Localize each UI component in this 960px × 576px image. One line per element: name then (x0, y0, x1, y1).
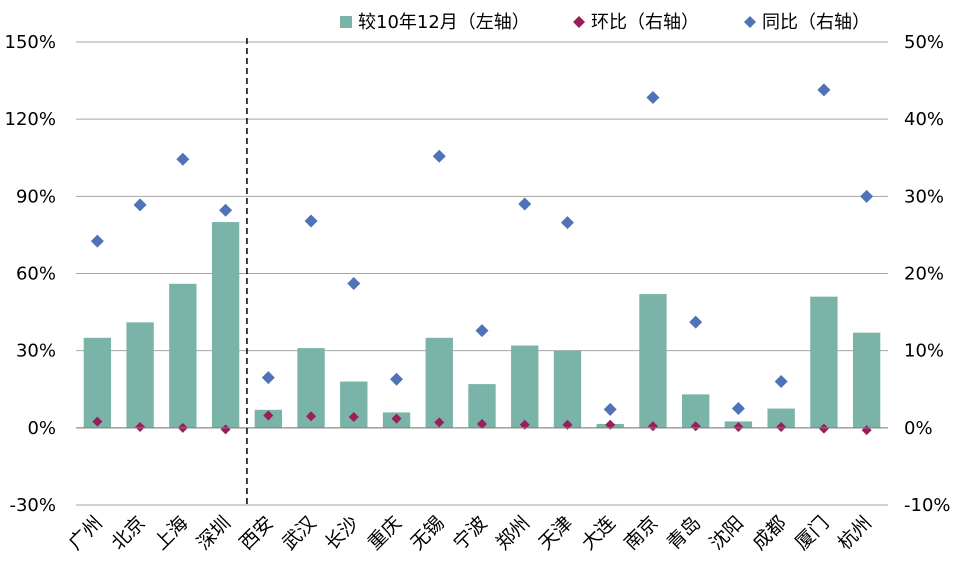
left-axis-tick-label: 120% (5, 109, 56, 130)
category-label: 宁波 (449, 512, 491, 554)
point (733, 422, 744, 433)
point (560, 216, 574, 230)
bar (169, 283, 197, 428)
right-axis-tick-label: -10% (904, 495, 951, 516)
right-axis-tick-label: 0% (904, 418, 933, 439)
point (261, 371, 275, 385)
point (690, 421, 701, 432)
left-axis-tick-label: 60% (16, 264, 56, 285)
left-axis-tick-label: 30% (16, 341, 56, 362)
point (434, 417, 445, 428)
category-label: 天津 (535, 512, 577, 554)
point (432, 149, 446, 163)
bar (126, 322, 154, 428)
right-axis-tick-label: 30% (904, 186, 944, 207)
point (92, 416, 103, 427)
point (306, 411, 317, 422)
category-label: 郑州 (492, 512, 534, 554)
left-axis-tick-label: 150% (5, 32, 56, 53)
point (776, 422, 787, 433)
point (518, 197, 532, 211)
legend-swatch (340, 16, 352, 28)
point (603, 402, 617, 416)
category-label: 深圳 (193, 512, 235, 554)
bar (639, 294, 667, 428)
bar (511, 345, 539, 428)
point (219, 203, 233, 217)
category-label: 广州 (64, 512, 106, 554)
category-label: 青岛 (663, 512, 705, 554)
point (774, 375, 788, 389)
category-label: 成都 (748, 512, 790, 554)
category-label: 北京 (107, 512, 149, 554)
category-label: 杭州 (834, 512, 876, 554)
category-label: 长沙 (321, 512, 363, 554)
point (263, 410, 274, 421)
point (176, 152, 190, 166)
point (817, 83, 831, 97)
point (689, 315, 703, 329)
category-label: 武汉 (278, 512, 320, 554)
category-label: 上海 (150, 512, 192, 554)
point (391, 413, 402, 424)
point (646, 91, 660, 105)
category-label: 大连 (577, 512, 619, 554)
right-axis-tick-label: 10% (904, 341, 944, 362)
category-label: 重庆 (364, 512, 406, 554)
left-axis-tick-label: 90% (16, 186, 56, 207)
bar (852, 332, 881, 428)
category-label: 西安 (235, 512, 277, 554)
point (647, 421, 658, 432)
point (347, 277, 361, 291)
legend-swatch (744, 16, 756, 28)
bar (810, 296, 838, 428)
bar (553, 350, 582, 428)
legend-label: 环比（右轴） (591, 12, 699, 33)
category-label: 无锡 (406, 512, 448, 554)
legend-swatch (573, 16, 585, 28)
point (475, 324, 489, 338)
point (477, 418, 487, 429)
point (818, 423, 829, 434)
legend-label: 较10年12月（左轴） (358, 12, 530, 33)
left-axis-tick-label: 0% (27, 418, 56, 439)
category-label: 沈阳 (706, 512, 748, 554)
point (860, 189, 874, 203)
point (90, 234, 104, 248)
legend-label: 同比（右轴） (762, 12, 870, 33)
point (133, 198, 147, 212)
point (390, 372, 404, 386)
point (135, 422, 146, 433)
bar (767, 408, 795, 428)
right-axis-tick-label: 20% (904, 264, 944, 285)
point (519, 419, 530, 430)
right-axis-tick-label: 50% (904, 32, 944, 53)
point (348, 412, 359, 423)
bar (425, 337, 453, 428)
category-label: 南京 (620, 512, 662, 554)
left-axis-tick-label: -30% (9, 495, 56, 516)
point (731, 402, 745, 416)
point (304, 214, 318, 228)
point (605, 419, 616, 430)
bar (83, 337, 112, 428)
bar (211, 222, 240, 428)
point (562, 419, 573, 430)
category-label: 厦门 (791, 512, 833, 554)
point (220, 424, 231, 435)
right-axis-tick-label: 40% (904, 109, 944, 130)
